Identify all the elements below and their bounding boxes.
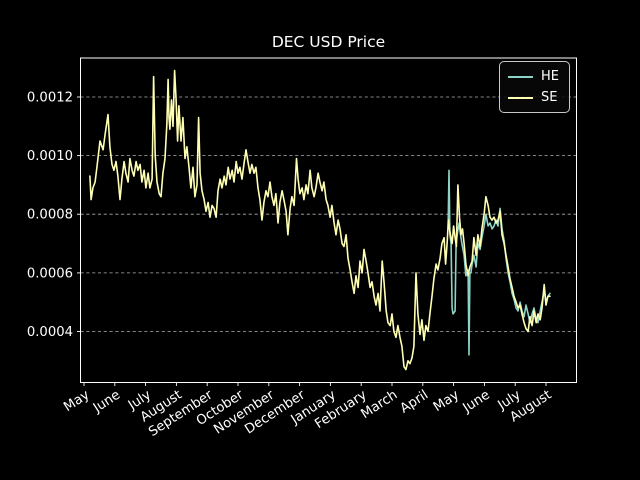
y-tick-label: 0.0010 <box>27 149 73 164</box>
x-tick-label: June <box>90 388 123 417</box>
x-tick-label: March <box>358 388 400 422</box>
x-tick-label: May <box>431 388 462 416</box>
x-tick-label: June <box>460 388 493 417</box>
legend-line-sample-he <box>508 75 533 78</box>
legend-entry-he: HE <box>508 70 561 83</box>
legend: HE SE <box>499 61 570 113</box>
legend-label-he: HE <box>541 69 559 84</box>
y-tick-label: 0.0004 <box>27 325 73 340</box>
y-tick-label: 0.0008 <box>27 208 73 223</box>
chart-title: DEC USD Price <box>271 33 386 51</box>
series-line-se <box>89 69 551 371</box>
legend-line-sample-se <box>508 96 533 99</box>
y-tick-label: 0.0012 <box>27 91 73 106</box>
x-tick-label: April <box>398 388 431 417</box>
legend-entry-se: SE <box>508 91 561 104</box>
legend-label-se: SE <box>541 90 558 105</box>
series-line-he <box>447 169 551 356</box>
x-tick-label: May <box>61 388 92 416</box>
plot-border <box>80 57 577 383</box>
y-tick-label: 0.0006 <box>27 266 73 281</box>
